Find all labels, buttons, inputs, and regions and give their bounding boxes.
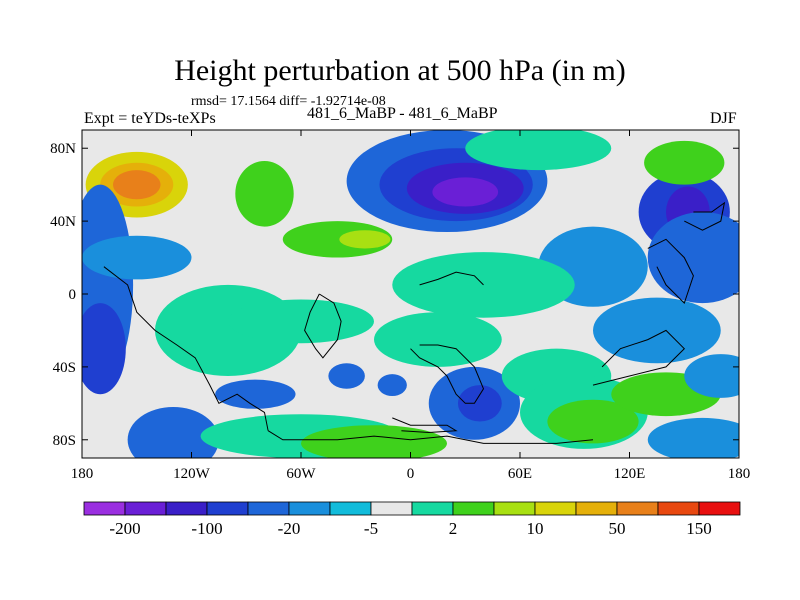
colorbar-swatch: [534, 501, 577, 516]
x-tick-label: 60E: [508, 466, 532, 482]
field-blob: [82, 303, 126, 395]
colorbar-label: 2: [449, 519, 458, 538]
coastline: [392, 417, 458, 434]
colorbar-swatch: [657, 501, 700, 516]
y-tick-label: 40S: [53, 360, 76, 376]
season-label: DJF: [710, 110, 737, 127]
coastline: [592, 329, 686, 386]
field-blob: [547, 399, 639, 444]
field-blob: [432, 177, 499, 207]
colorbar-swatch: [165, 501, 208, 516]
field-blob: [374, 312, 502, 367]
colorbar-label: 150: [686, 519, 712, 538]
field-blob: [339, 230, 391, 249]
colorbar-label: 50: [609, 519, 626, 538]
x-tick-label: 120E: [614, 466, 646, 482]
experiment-label: Expt = teYDs-teXPs: [84, 110, 216, 127]
y-tick-label: 0: [69, 287, 77, 303]
colorbar-label: 10: [527, 519, 544, 538]
colorbar-swatch: [452, 501, 495, 516]
field-blob: [113, 170, 161, 200]
colorbar-swatch: [206, 501, 249, 516]
x-axis: 180 120W 60W 0 60E 120E 180: [71, 130, 751, 482]
colorbar-swatch: [370, 501, 413, 516]
colorbar-label: -5: [364, 519, 378, 538]
coastline: [267, 430, 594, 444]
x-tick-label: 60W: [286, 466, 316, 482]
colorbar-swatch: [83, 501, 126, 516]
field-blob: [457, 385, 502, 422]
colorbar-label: -20: [278, 519, 301, 538]
colorbar: -200 -100 -20 -5 2 10 50 150: [83, 501, 741, 538]
coastline: [684, 201, 726, 231]
stats-label: rmsd= 17.1564 diff= -1.92714e-08: [191, 94, 386, 109]
contour-field: [82, 130, 739, 458]
coastline: [419, 271, 484, 286]
field-blob: [301, 425, 447, 458]
field-blob: [377, 374, 407, 397]
field-blob: [647, 417, 739, 458]
y-tick-label: 40N: [50, 214, 76, 230]
colorbar-swatch: [329, 501, 372, 516]
coastlines: [103, 201, 726, 444]
chart-title: Height perturbation at 500 hPa (in m): [174, 54, 626, 87]
colorbar-swatch: [247, 501, 290, 516]
field-blob: [465, 130, 612, 171]
coastline: [647, 238, 694, 305]
field-blob: [647, 212, 739, 304]
coastline: [103, 266, 269, 431]
colorbar-swatch: [575, 501, 618, 516]
y-tick-label: 80S: [53, 433, 76, 449]
field-blob: [215, 379, 296, 409]
runs-label: 481_6_MaBP - 481_6_MaBP: [307, 105, 498, 122]
field-blob: [644, 140, 725, 185]
colorbar-label: -100: [191, 519, 222, 538]
field-blob: [593, 297, 721, 364]
coastline: [304, 293, 342, 359]
colorbar-swatch: [288, 501, 331, 516]
coastline: [410, 344, 485, 404]
y-tick-label: 80N: [50, 141, 76, 157]
colorbar-swatch: [698, 501, 741, 516]
colorbar-swatch: [411, 501, 454, 516]
x-tick-label: 0: [407, 466, 415, 482]
field-blob: [328, 363, 365, 389]
y-axis: 80N 40N 0 40S 80S: [50, 141, 739, 449]
colorbar-label: -200: [109, 519, 140, 538]
x-tick-label: 180: [728, 466, 751, 482]
x-tick-label: 120W: [173, 466, 211, 482]
colorbar-swatch: [124, 501, 167, 516]
field-blob: [235, 160, 294, 227]
x-tick-label: 180: [71, 466, 94, 482]
field-blob: [228, 299, 374, 344]
colorbar-swatch: [493, 501, 536, 516]
colorbar-swatch: [616, 501, 659, 516]
field-blob: [684, 354, 739, 398]
field-blob: [82, 235, 192, 280]
field-blob: [127, 406, 219, 458]
